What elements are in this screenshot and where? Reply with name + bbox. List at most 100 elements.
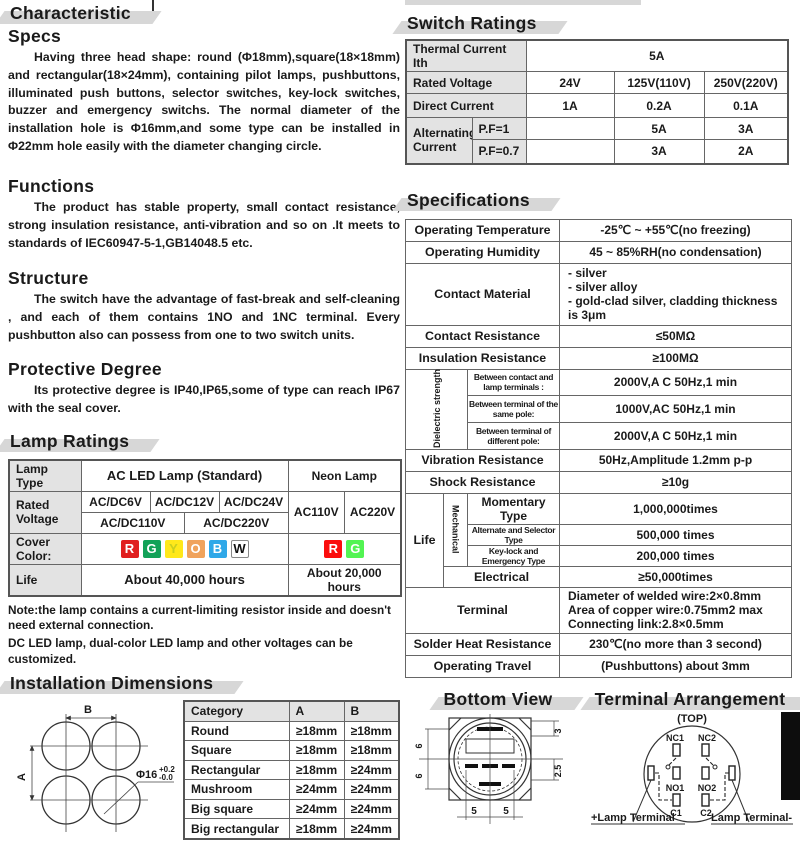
table-cell: AC/DC110V [80,511,185,534]
heading-lamp-ratings: Lamp Ratings [8,430,135,454]
terminal-no1: NO1 [666,783,685,793]
table-cell: Square [183,740,290,761]
table-cell [525,117,615,140]
life-label: Life [405,492,444,588]
terminal-line: Connecting link:2.8×0.5mm [568,617,724,632]
table-cell: Between terminal of the same pole: [467,395,560,423]
table-row: Operating Humidity 45 ~ 85%RH(no condens… [405,240,792,264]
table-cell: AC/DC220V [184,511,289,534]
dim-6-lower: 6 [414,773,424,778]
table-cell: 125V(110V) [613,71,705,94]
page-edge-tab [781,712,800,800]
table-cell: ≤50MΩ [559,324,792,348]
table-row: Terminal Diameter of welded wire:2×0.8mm… [405,586,792,634]
table-cell: Cover Color: [8,532,82,565]
table-cell: Life [8,563,82,597]
lamp-terminal-plus-label: +Lamp Terminal [591,812,675,824]
heading-bottom-view: Bottom View [442,688,559,712]
terminal-no2: NO2 [698,783,717,793]
section-switch-ratings: Switch Ratings Thermal Current Ith 5A Ra… [405,12,795,165]
dim-label-phi: Φ16 [136,769,157,781]
color-chip-blue: B [208,539,227,558]
table-row: Solder Heat Resistance 230℃(no more than… [405,632,792,656]
table-cell: 0.1A [703,93,789,118]
lamp-note-1: Note:the lamp contains a current-limitin… [8,602,391,632]
table-cell: Operating Travel [405,654,560,678]
table-cell: -25℃ ~ +55℃(no freezing) [559,218,792,242]
terminal-arrangement-block: Terminal Arrangement (TOP) [589,688,795,839]
dim-5-right: 5 [503,806,509,817]
table-cell: 5A [525,39,789,72]
table-row: AC/DC110V AC/DC220V [9,511,401,534]
table-cell: Rated Voltage [405,71,527,94]
table-cell: ≥18mm [343,740,400,761]
table-cell: Momentary Type [467,492,560,525]
lamp-terminal-minus-label: Lamp Terminal- [711,812,792,824]
table-cell: Direct Current [405,93,527,118]
dim-3: 3 [553,728,563,733]
table-cell: Operating Humidity [405,240,560,264]
terminal-line: Area of copper wire:0.75mm2 max [568,603,763,618]
table-cell: 3A [613,139,705,164]
table-row: Between terminal of different pole: 2000… [406,421,792,450]
installation-diagram: B A Φ16 +0.2 -0.0 [16,704,175,832]
table-cell: Alternating Current [405,117,473,164]
terminal-arrangement-diagram: (TOP) [591,713,793,825]
table-cell: About 40,000 hours [80,563,289,597]
section-protective-degree: Protective Degree Its protective degree … [8,359,400,418]
table-cell: (Pushbuttons) about 3mm [559,654,792,678]
color-chip-green: G [142,539,161,558]
section-structure: Structure The switch have the advantage … [8,268,400,344]
table-cell: 2000V,A C 50Hz,1 min [559,368,792,397]
section-specifications: Specifications Operating Temperature -25… [405,189,795,678]
section-installation-dimensions: Installation Dimensions [8,672,400,842]
table-row: Contact Resistance ≤50MΩ [405,324,792,348]
table-cell: Terminal [405,586,560,634]
color-chip-neon-green: G [346,539,365,558]
table-row: Operating Temperature -25℃ ~ +55℃(no fre… [405,218,792,242]
table-cell: About 20,000 hours [287,563,402,597]
table-cell: Between terminal of different pole: [467,421,560,450]
color-chip-yellow: Y [164,539,183,558]
page-mark [152,0,154,15]
table-cell: 2000V,A C 50Hz,1 min [559,421,792,450]
paragraph-characteristic: Having three head shape: round (Φ18mm),s… [8,50,400,154]
table-cell [525,139,615,164]
table-cell: 3A [703,117,789,140]
heading-specifications: Specifications [405,189,536,213]
table-row: Alternating Current P.F=1 5A 3A [405,117,789,164]
top-ribbon-fragment [405,0,641,5]
table-cell: ≥18mm [288,720,345,742]
table-cell: 50Hz,Amplitude 1.2mm p-p [559,448,792,472]
table-cell: Neon Lamp [287,459,402,492]
table-cell: ≥24mm [343,779,400,800]
specifications-table: Operating Temperature -25℃ ~ +55℃(no fre… [405,218,792,678]
table-cell: ≥100MΩ [559,346,792,370]
heading-installation-dimensions: Installation Dimensions [8,672,219,696]
color-chip-white: W [230,539,249,558]
table-cell: 250V(220V) [703,71,789,94]
table-cell: ≥50,000times [559,565,792,588]
table-row: Category A B [183,700,400,722]
table-cell: Contact Resistance [405,324,560,348]
table-row: Thermal Current Ith 5A [405,39,789,72]
table-cell: Rectangular [183,759,290,781]
table-row: Square ≥18mm ≥18mm [183,740,400,761]
table-cell: AC LED Lamp (Standard) [80,459,289,492]
dim-label-tol-top: +0.2 [159,765,175,774]
dim-label-tol-bottom: -0.0 [159,773,173,782]
table-row: Life Mechanical Momentary Type 1,000,000… [405,492,792,588]
heading-terminal-arrangement: Terminal Arrangement [593,688,792,712]
table-cell: 500,000 times [559,523,792,546]
table-cell: 0.2A [613,93,705,118]
mechanical-label: Mechanical [443,492,468,567]
heading-characteristic: Characteristic [8,2,137,26]
table-cell: P.F=1 [471,117,527,140]
terminal-line: Diameter of welded wire:2×0.8mm [568,589,762,604]
lamp-note-2: DC LED lamp, dual-color LED lamp and oth… [8,636,353,666]
table-cell: B [343,700,400,722]
bottom-view-diagram: 6 6 3 2.5 5 5 [414,713,563,824]
table-row: Insulation Resistance ≥100MΩ [405,346,792,370]
table-row: Lamp Type AC LED Lamp (Standard) Neon La… [8,459,402,492]
